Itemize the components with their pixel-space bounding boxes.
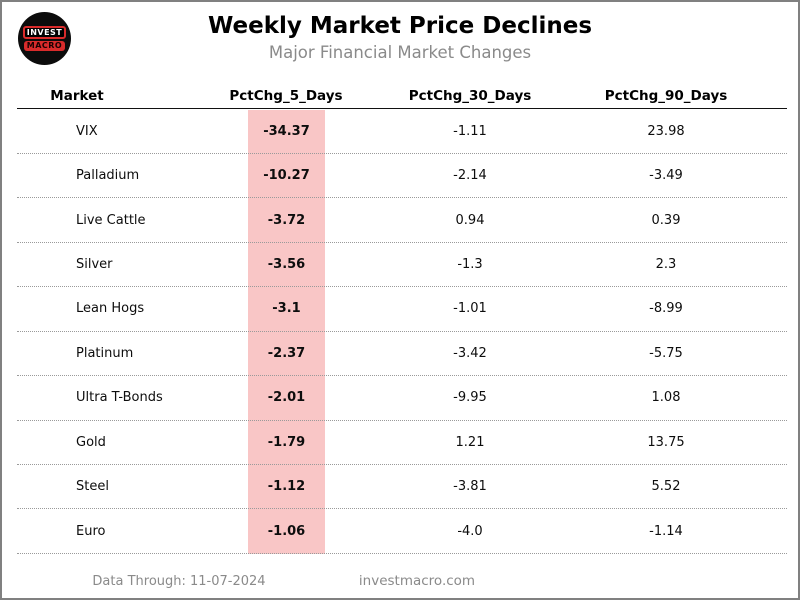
highlight-column-background xyxy=(248,110,325,554)
cell-pctchg-5-days: -3.1 xyxy=(272,301,301,317)
page-title: Weekly Market Price Declines xyxy=(207,13,593,39)
table-row: Live Cattle -3.72 0.94 0.39 xyxy=(17,198,787,243)
cell-pctchg-90-days: -8.99 xyxy=(649,301,683,317)
cell-market: Ultra T-Bonds xyxy=(76,390,163,406)
logo-invest-text: INVEST xyxy=(22,26,67,39)
column-header-pctchg-30-days: PctChg_30_Days xyxy=(408,88,532,104)
table-row: Lean Hogs -3.1 -1.01 -8.99 xyxy=(17,287,787,332)
table-row: Ultra T-Bonds -2.01 -9.95 1.08 xyxy=(17,376,787,421)
cell-pctchg-90-days: 0.39 xyxy=(651,212,681,228)
cell-pctchg-90-days: 23.98 xyxy=(647,123,685,139)
cell-pctchg-5-days: -10.27 xyxy=(263,168,310,184)
cell-pctchg-30-days: -3.81 xyxy=(453,479,487,495)
cell-pctchg-5-days: -2.01 xyxy=(267,390,306,406)
cell-pctchg-90-days: 2.3 xyxy=(655,257,677,273)
cell-market: Palladium xyxy=(76,168,140,184)
cell-pctchg-5-days: -1.12 xyxy=(267,479,306,495)
cell-pctchg-30-days: -1.3 xyxy=(457,257,483,273)
cell-market: Lean Hogs xyxy=(76,301,145,317)
cell-pctchg-90-days: -3.49 xyxy=(649,168,683,184)
table-row: Palladium -10.27 -2.14 -3.49 xyxy=(17,154,787,199)
cell-pctchg-5-days: -2.37 xyxy=(267,345,306,361)
investmacro-logo: INVEST MACRO xyxy=(18,12,71,65)
table-row: Gold -1.79 1.21 13.75 xyxy=(17,421,787,465)
cell-market: Silver xyxy=(76,257,113,273)
page-subtitle: Major Financial Market Changes xyxy=(268,43,532,62)
cell-pctchg-5-days: -3.72 xyxy=(267,212,306,228)
cell-pctchg-90-days: -5.75 xyxy=(649,345,683,361)
cell-pctchg-90-days: 5.52 xyxy=(651,479,681,495)
cell-pctchg-5-days: -1.79 xyxy=(267,434,306,450)
cell-pctchg-90-days: -1.14 xyxy=(649,523,683,539)
logo-macro-text: MACRO xyxy=(23,41,66,51)
cell-pctchg-30-days: -2.14 xyxy=(453,168,487,184)
column-header-market: Market xyxy=(50,88,104,104)
cell-pctchg-30-days: 0.94 xyxy=(455,212,485,228)
table-row: Silver -3.56 -1.3 2.3 xyxy=(17,243,787,288)
table-row: Euro -1.06 -4.0 -1.14 xyxy=(17,509,787,554)
cell-market: Euro xyxy=(76,523,106,539)
cell-pctchg-30-days: -1.01 xyxy=(453,301,487,317)
cell-pctchg-5-days: -34.37 xyxy=(263,123,310,139)
cell-pctchg-5-days: -3.56 xyxy=(267,257,306,273)
column-header-pctchg-5-days: PctChg_5_Days xyxy=(229,88,343,104)
table-body: VIX -34.37 -1.11 23.98 Palladium -10.27 -2.14 -… xyxy=(17,110,787,554)
cell-market: Live Cattle xyxy=(76,212,146,228)
cell-pctchg-90-days: 13.75 xyxy=(647,434,685,450)
cell-pctchg-30-days: -4.0 xyxy=(457,523,483,539)
cell-market: Steel xyxy=(76,479,109,495)
header-divider xyxy=(17,108,787,109)
table-row: Platinum -2.37 -3.42 -5.75 xyxy=(17,332,787,377)
table-row: Steel -1.12 -3.81 5.52 xyxy=(17,465,787,510)
cell-pctchg-30-days: -9.95 xyxy=(453,390,487,406)
cell-pctchg-90-days: 1.08 xyxy=(651,390,681,406)
column-header-pctchg-90-days: PctChg_90_Days xyxy=(604,88,728,104)
table-row: VIX -34.37 -1.11 23.98 xyxy=(17,110,787,154)
cell-market: Platinum xyxy=(76,345,134,361)
cell-market: VIX xyxy=(76,123,98,139)
cell-pctchg-30-days: 1.21 xyxy=(455,434,485,450)
cell-market: Gold xyxy=(76,434,106,450)
cell-pctchg-30-days: -1.11 xyxy=(453,123,487,139)
footer-data-through: Data Through: 11-07-2024 xyxy=(92,573,266,589)
footer-website: investmacro.com xyxy=(358,573,476,589)
cell-pctchg-5-days: -1.06 xyxy=(267,523,306,539)
cell-pctchg-30-days: -3.42 xyxy=(453,345,487,361)
